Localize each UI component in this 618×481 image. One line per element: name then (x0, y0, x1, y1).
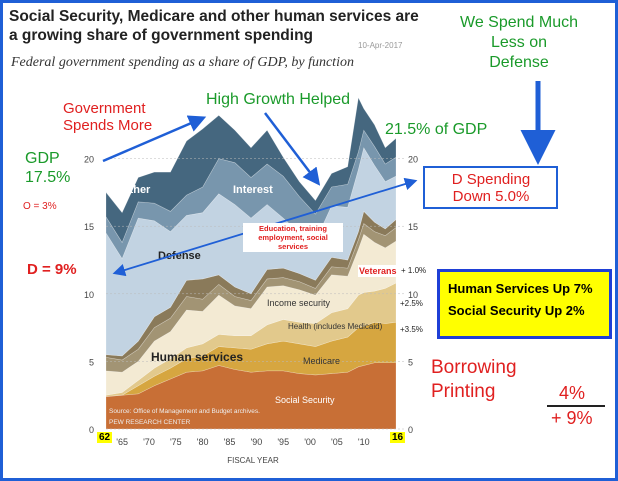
x-tick-label-05: '05 (331, 437, 343, 447)
defense-pct-note: D = 9% (27, 261, 77, 278)
human-services-box: Human Services Up 7% Social Security Up … (437, 269, 612, 339)
credit-note: PEW RESEARCH CENTER (109, 419, 191, 426)
chart-subtitle: Federal government spending as a share o… (11, 55, 354, 70)
chart-title: Social Security, Medicare and other huma… (9, 8, 419, 44)
source-note: Source: Office of Management and Budget … (109, 408, 260, 415)
gdp-end-note: 21.5% of GDP (385, 121, 488, 138)
date-stamp: 10-Apr-2017 (358, 41, 403, 50)
other-pct-note: O = 3% (23, 201, 57, 212)
y-tick-label-left-20: 20 (84, 155, 94, 165)
gdp-start-note: GDP 17.5% (25, 150, 71, 186)
veterans-label: Veterans (358, 265, 398, 277)
gov-spends-more-note: Government Spends More (63, 100, 153, 134)
y-tick-label-left-0: 0 (89, 425, 94, 435)
education-label: Education, training employment, social s… (243, 223, 343, 252)
x-tick-label-90: '90 (251, 437, 263, 447)
series-label-social-security: Social Security (275, 395, 335, 405)
printing-note: Printing (431, 381, 496, 402)
fraction-bar (547, 405, 605, 407)
defense-spending-text: D Spending Down 5.0% (451, 171, 531, 205)
series-label-defense: Defense (158, 250, 201, 262)
arrow-high-growth (264, 112, 321, 186)
area-medicare (105, 321, 397, 397)
series-label-interest: Interest (233, 184, 273, 196)
series-label-health: Health (includes Medicaid) (288, 322, 383, 331)
y-tick-label-right-20: 20 (408, 155, 418, 165)
end-year-badge: 16 (390, 432, 406, 443)
fraction-bottom: + 9% (551, 408, 593, 428)
veterans-change: + 1.0% (401, 266, 427, 275)
y-tick-label-right-0: 0 (408, 425, 413, 435)
y-tick-label-right-15: 15 (408, 222, 418, 232)
x-tick-label-80: '80 (197, 437, 209, 447)
we-spend-note: We Spend Much Less on Defense (460, 14, 578, 71)
x-tick-label-65: '65 (116, 437, 128, 447)
fraction-top: 4% (559, 383, 586, 403)
series-label-other: Other (121, 184, 151, 196)
human-services-up: Human Services Up 7% (448, 281, 593, 296)
x-tick-label-95: '95 (277, 437, 289, 447)
y-tick-label-right-10: 10 (408, 290, 418, 300)
series-label-human-services: Human services (151, 350, 243, 364)
x-tick-label-10: '10 (358, 437, 370, 447)
y-tick-label-left-10: 10 (84, 290, 94, 300)
y-tick-label-left-5: 5 (89, 357, 94, 367)
series-label-medicare: Medicare (303, 356, 340, 366)
area-layers (105, 96, 397, 430)
arrow-gdp-to-spends-more (102, 115, 207, 163)
x-tick-label-70: '70 (143, 437, 155, 447)
defense-spending-box: D Spending Down 5.0% (423, 166, 558, 209)
x-tick-label-75: '75 (170, 437, 182, 447)
start-year-badge: 62 (97, 432, 113, 443)
x-tick-label-85: '85 (224, 437, 236, 447)
social-security-up: Social Security Up 2% (448, 303, 585, 318)
health-change: +3.5% (400, 325, 423, 334)
income-change: +2.5% (400, 299, 423, 308)
series-label-income-security: Income security (267, 298, 331, 308)
x-tick-label-00: '00 (304, 437, 316, 447)
y-tick-label-right-5: 5 (408, 357, 413, 367)
x-axis-label: FISCAL YEAR (227, 456, 279, 465)
borrowing-note: Borrowing (431, 357, 517, 378)
y-tick-label-left-15: 15 (84, 222, 94, 232)
high-growth-note: High Growth Helped (206, 91, 351, 108)
